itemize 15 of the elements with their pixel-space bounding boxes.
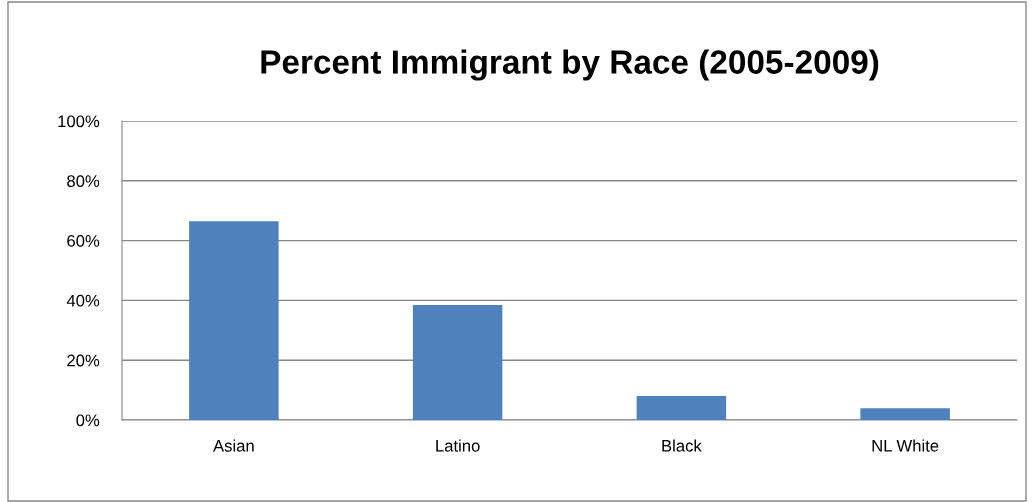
y-tick-label: 40% [66,294,100,307]
x-tick-label: NL White [872,439,939,452]
x-tick-label: Asian [213,439,254,452]
x-tick-label: Latino [436,439,480,452]
x-tick-label: Black [662,439,702,452]
y-tick-label: 20% [67,354,100,367]
bar [636,396,727,420]
y-tick-label: 100% [58,115,100,128]
y-tick-label: 80% [67,175,100,187]
bar [412,304,503,420]
chart-title: Percent Immigrant by Race (2005-2009) [261,49,879,81]
bar [860,408,950,420]
y-tick-label: 0% [76,414,100,427]
y-tick-label: 60% [67,235,100,247]
bar [189,221,279,420]
